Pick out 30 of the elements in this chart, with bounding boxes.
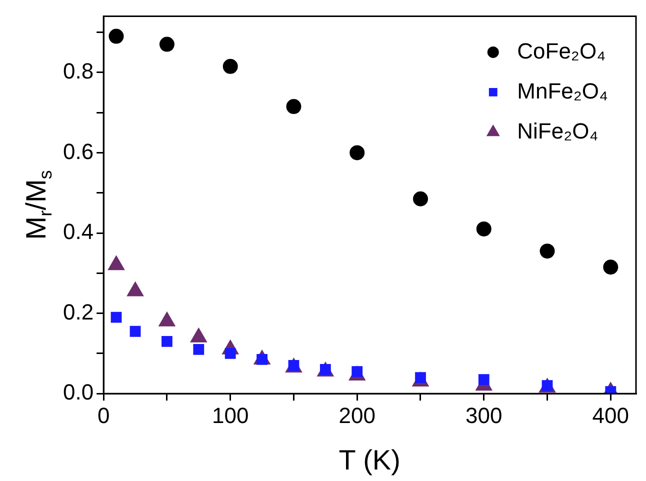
y-axis-title: Mr/Ms bbox=[20, 170, 56, 240]
point bbox=[110, 312, 122, 323]
x-tick-label: 300 bbox=[466, 402, 502, 428]
point bbox=[108, 28, 124, 44]
y-tick-label: 0.6 bbox=[62, 138, 94, 164]
point bbox=[478, 374, 490, 385]
x-tick-label: 0 bbox=[97, 402, 110, 428]
y-tick-label: 0.2 bbox=[62, 299, 94, 324]
point bbox=[540, 244, 555, 259]
point bbox=[222, 58, 238, 74]
legend-label: MnFe₂O₄ bbox=[517, 78, 608, 104]
point bbox=[162, 336, 172, 347]
x-tick-label: 400 bbox=[592, 402, 630, 428]
y-tick-label: 0.8 bbox=[62, 58, 94, 84]
point bbox=[193, 344, 204, 355]
legend-label: CoFe₂O₄ bbox=[517, 38, 606, 64]
point bbox=[476, 221, 492, 236]
y-tick-label: 0.4 bbox=[62, 219, 94, 244]
legend-label: NiFe₂O₄ bbox=[517, 118, 598, 144]
point bbox=[286, 99, 302, 114]
x-axis-title: T (K) bbox=[338, 444, 400, 476]
point bbox=[224, 348, 236, 359]
point bbox=[159, 36, 174, 52]
point bbox=[603, 260, 618, 275]
x-tick-label: 100 bbox=[212, 402, 249, 428]
x-tick-label: 200 bbox=[338, 402, 376, 428]
point bbox=[350, 145, 365, 160]
point bbox=[130, 326, 141, 337]
text: 0.0 bbox=[62, 380, 94, 405]
point bbox=[413, 191, 428, 206]
